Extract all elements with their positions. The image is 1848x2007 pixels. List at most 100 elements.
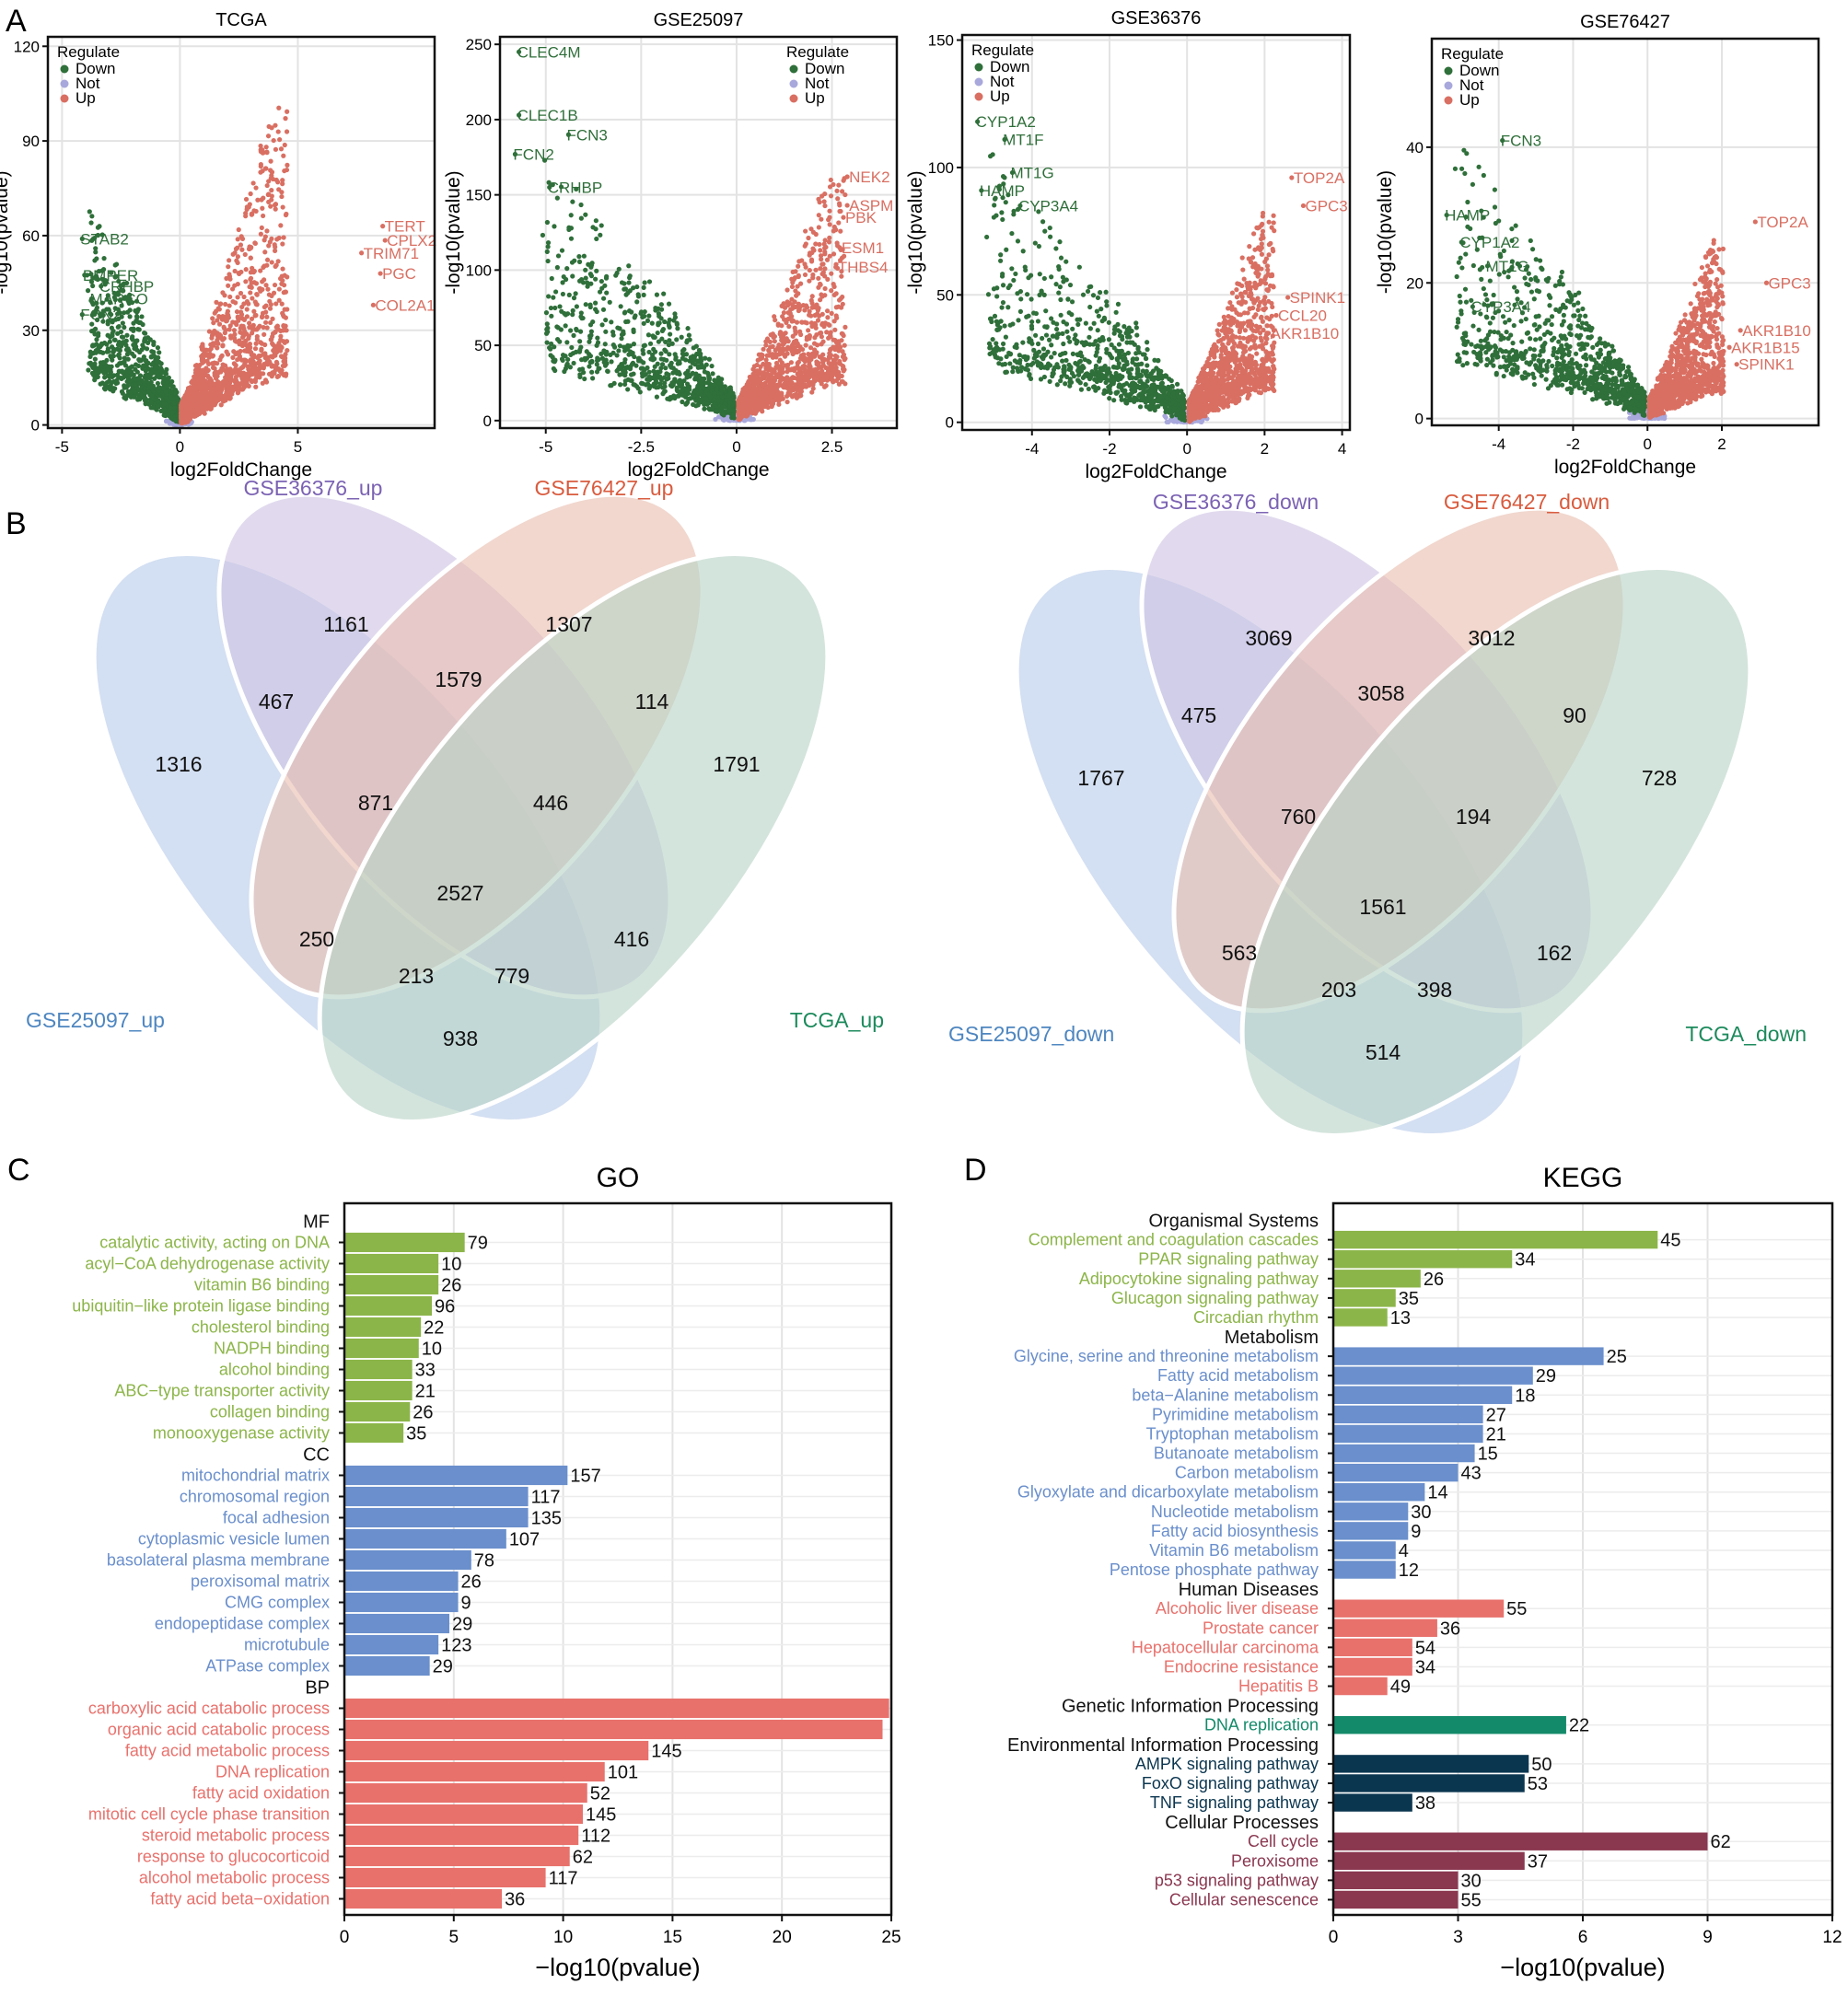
- point-down: [560, 280, 565, 285]
- point-down: [96, 343, 101, 349]
- point-up: [197, 410, 203, 416]
- point-down: [578, 344, 584, 350]
- point-down: [726, 393, 731, 399]
- point-up: [210, 354, 215, 359]
- point-down: [680, 355, 685, 361]
- point-down: [143, 395, 148, 401]
- point-up: [805, 377, 810, 382]
- point-down: [679, 334, 684, 340]
- point-up: [236, 226, 241, 233]
- point-down: [692, 362, 698, 367]
- point-up: [260, 380, 265, 386]
- point-down: [156, 354, 161, 361]
- point-up: [807, 334, 812, 340]
- point-down: [166, 398, 171, 403]
- point-down: [106, 307, 111, 312]
- point-down: [133, 377, 138, 383]
- point-up: [819, 369, 824, 375]
- point-up: [260, 205, 265, 211]
- point-up: [276, 187, 282, 192]
- point-down: [122, 295, 128, 300]
- point-up: [273, 329, 278, 334]
- legend-title: Regulate: [786, 43, 849, 61]
- point-down: [641, 320, 646, 326]
- point-up: [260, 168, 265, 174]
- point-up: [213, 386, 219, 391]
- point-up: [241, 317, 248, 322]
- point-up: [222, 331, 227, 336]
- point-down: [110, 331, 115, 336]
- point-down: [127, 378, 133, 384]
- point-up: [811, 248, 817, 253]
- point-up: [193, 377, 200, 384]
- point-down: [145, 385, 151, 390]
- point-up: [264, 228, 270, 234]
- point-up: [833, 291, 839, 296]
- point-up: [802, 243, 808, 249]
- point-up: [182, 411, 189, 416]
- point-down: [604, 273, 610, 279]
- point-up: [813, 231, 819, 238]
- point-down: [85, 288, 91, 294]
- point-down: [544, 219, 551, 226]
- point-down: [151, 342, 157, 347]
- point-up: [285, 109, 290, 114]
- point-down: [577, 374, 583, 379]
- point-up: [842, 342, 847, 348]
- point-down: [677, 371, 682, 377]
- gene-label-up: NEK2: [849, 168, 889, 186]
- point-up: [221, 335, 227, 342]
- point-up: [819, 311, 825, 317]
- point-down: [576, 259, 583, 264]
- point-up: [221, 325, 227, 331]
- point-down: [169, 384, 175, 389]
- point-up: [227, 323, 233, 329]
- point-down: [627, 366, 633, 372]
- point-down: [599, 223, 604, 228]
- point-up: [808, 345, 814, 351]
- point-up: [269, 125, 274, 131]
- point-up: [829, 288, 834, 294]
- point-down: [661, 356, 667, 363]
- point-down: [92, 356, 98, 362]
- point-up: [827, 222, 832, 227]
- point-up: [262, 304, 267, 310]
- point-down: [570, 199, 575, 204]
- point-down: [132, 354, 137, 359]
- point-up: [237, 270, 242, 276]
- point-up: [808, 257, 815, 262]
- gene-label-down: CRHBP: [548, 179, 603, 196]
- point-up: [280, 204, 285, 210]
- point-down: [118, 283, 123, 289]
- point-down: [548, 305, 554, 311]
- point-down: [594, 236, 599, 242]
- point-down: [122, 355, 127, 361]
- point-down: [600, 296, 607, 301]
- point-up: [841, 178, 846, 183]
- point-up: [214, 299, 219, 305]
- point-down: [134, 298, 140, 304]
- volcano-plot-tcga: TCGATERTCPLX2TRIM71PGCCOL2A1STAB2BMPERCR…: [0, 10, 436, 481]
- point-up: [766, 348, 772, 354]
- point-down: [551, 365, 556, 372]
- point-down: [127, 389, 134, 394]
- point-up: [239, 334, 246, 341]
- point-down: [104, 342, 110, 347]
- point-up: [810, 275, 816, 281]
- point-up: [785, 399, 790, 405]
- point-up: [248, 255, 253, 261]
- point-up: [812, 312, 818, 319]
- point-down: [127, 314, 133, 319]
- point-up: [834, 188, 840, 193]
- point-up: [210, 365, 216, 370]
- point-down: [599, 322, 605, 328]
- point-down: [94, 305, 100, 310]
- point-up: [227, 276, 233, 282]
- point-down: [627, 273, 633, 279]
- point-down: [145, 340, 151, 345]
- point-up: [274, 237, 280, 242]
- point-up: [807, 308, 812, 314]
- point-down: [131, 394, 136, 400]
- point-down: [551, 358, 556, 364]
- point-up: [280, 241, 285, 247]
